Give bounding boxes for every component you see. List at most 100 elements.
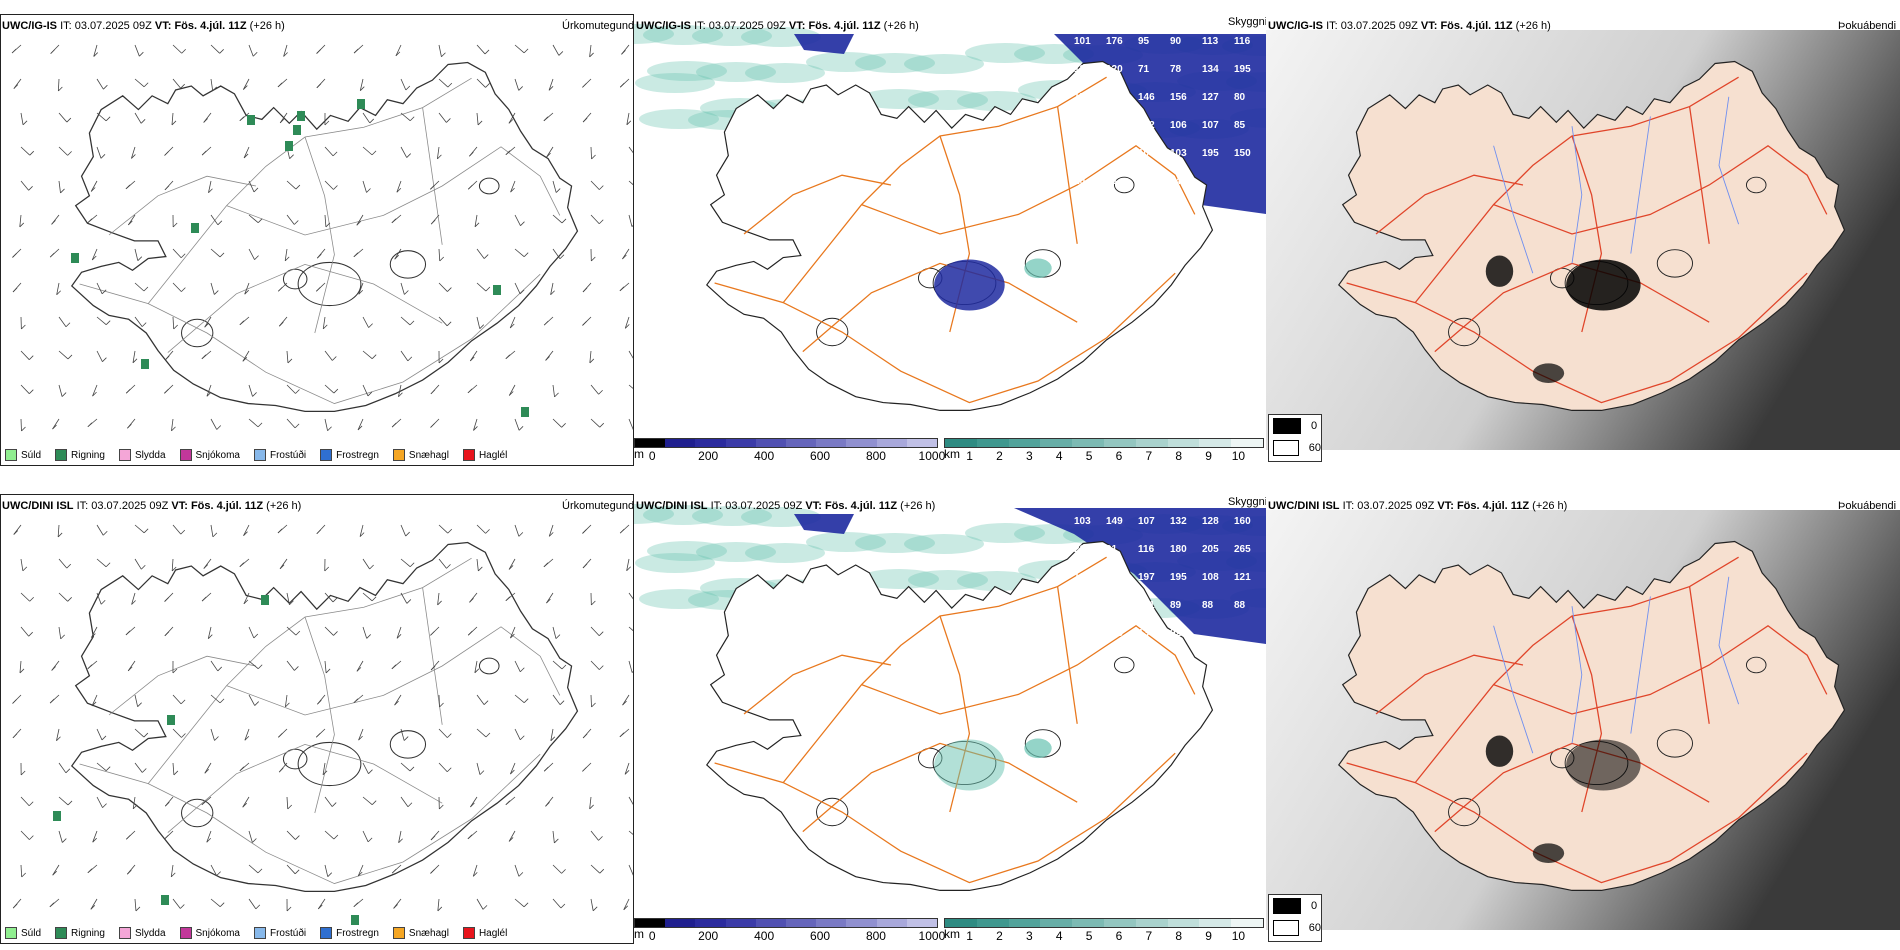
colorbar-cells [634, 918, 938, 928]
wind-barb [324, 146, 334, 157]
wind-barb-flag [359, 532, 365, 537]
wind-barb-flag [12, 733, 18, 739]
wind-barb [322, 316, 326, 329]
vis-value-label: 93 [1106, 148, 1118, 159]
wind-barb-flag [277, 528, 283, 534]
wind-barb [552, 180, 557, 193]
colorbar-cell [725, 919, 756, 927]
wind-barb [546, 146, 554, 158]
wind-barb-flag [324, 120, 330, 126]
wind-barb [58, 146, 68, 156]
low-vis-haze [859, 89, 939, 109]
wind-barb-flag [519, 289, 525, 295]
colorbar-unit: km [944, 927, 960, 941]
wind-barb-flag [398, 838, 403, 844]
wind-barb-flag [102, 530, 108, 536]
wind-barb [514, 418, 520, 431]
wind-barb-flag [360, 86, 365, 91]
wind-barb-flag [57, 532, 63, 538]
wind-barb-flag [141, 322, 147, 327]
wind-barb [248, 830, 253, 843]
wind-barb-flag [217, 220, 223, 226]
wind-barb-flag [164, 185, 170, 191]
colorbar-cell [1103, 439, 1136, 447]
wind-barb-flag [12, 903, 18, 909]
wind-barb-flag [132, 358, 138, 364]
wind-barb-flag [483, 254, 489, 259]
wind-barb [134, 558, 142, 570]
wind-barb-flag [446, 321, 452, 327]
wind-barb-flag [51, 666, 56, 671]
colorbar-cell [976, 919, 1009, 927]
fog-cloud-patch [1485, 255, 1514, 287]
wind-barb-flag [331, 802, 337, 807]
wind-barb [134, 524, 145, 534]
wind-barb-flag [295, 835, 300, 840]
precip-header-row1: UWC/IG-IS IT: 03.07.2025 09Z VT: Fös. 4.… [2, 20, 285, 32]
wind-barb-flag [125, 388, 131, 394]
wind-barb-flag [479, 324, 485, 329]
wind-barb-flag [505, 354, 511, 360]
wind-barb-flag [396, 634, 402, 639]
wind-barb [550, 282, 554, 295]
wind-barb-flag [474, 668, 480, 674]
wind-barb-flag [598, 219, 604, 225]
panel-title: Úrkomutegund [562, 500, 635, 512]
wind-barb-flag [135, 906, 141, 912]
vis-value-label: 108 [1202, 572, 1219, 583]
wind-barb-flag [430, 869, 435, 874]
wind-barb-flag [368, 769, 373, 774]
wind-barb-flag [219, 698, 225, 704]
wind-barb-flag [523, 252, 529, 257]
wind-barb [509, 316, 516, 329]
wind-barb-flag [520, 667, 525, 673]
wind-barb [474, 214, 478, 227]
wind-barb-flag [467, 184, 473, 190]
panel-title: Úrkomutegund [562, 20, 635, 32]
wind-barb-flag [137, 702, 142, 707]
glacier-low-vis [934, 259, 1005, 311]
road-line [147, 557, 472, 784]
road-line [782, 556, 1107, 783]
rain-cell [521, 407, 529, 417]
wind-barb-flag [550, 290, 555, 296]
low-vis-haze [634, 24, 674, 44]
road-line [714, 272, 1176, 404]
wind-barb [324, 830, 335, 840]
road-line [167, 263, 443, 353]
wind-barb-flag [327, 872, 333, 877]
colorbar-cell [876, 439, 907, 447]
colorbar-cells [944, 918, 1264, 928]
river-line [1571, 606, 1583, 744]
legend-item: Haglél [462, 449, 507, 461]
river-line [1493, 145, 1534, 274]
wind-barb-flag [67, 597, 72, 602]
wind-barb-flag [622, 254, 627, 260]
colorbar-ticks: 1 2 3 4 5 6 7 8 9 10 [944, 928, 1264, 943]
wind-barb-flag [554, 838, 559, 844]
precip-map-row2 [12, 524, 633, 925]
wind-barb [96, 524, 104, 536]
legend-label: Frostregn [336, 449, 379, 461]
wind-barb-flag [100, 154, 106, 159]
wind-barb [552, 248, 561, 260]
precip-panel-row2: Súld Rigning Slydda Snjókoma Frostúði Frostre… [0, 494, 634, 944]
wind-barb [514, 898, 525, 908]
height-colorbar-row1: m 0 200 400 600 800 1000 [634, 438, 945, 463]
wind-barb [208, 180, 212, 193]
rain-cell [297, 111, 305, 121]
low-vis-haze [634, 504, 674, 524]
colorbar-cell [876, 919, 907, 927]
wind-barb-flag [582, 287, 588, 293]
colorbar-cell [725, 439, 756, 447]
wind-barb-flag [295, 184, 301, 190]
wind-barb [91, 694, 98, 707]
colorbar-cell [786, 439, 817, 447]
wind-barb-flag [279, 321, 284, 327]
wind-barb [58, 762, 67, 774]
vis-value-label: 111 [1074, 600, 1090, 611]
colorbar-cell [945, 439, 977, 447]
wind-barb-flag [405, 85, 411, 91]
wind-barb-flag [317, 699, 322, 705]
wind-barb-flag [622, 700, 627, 706]
